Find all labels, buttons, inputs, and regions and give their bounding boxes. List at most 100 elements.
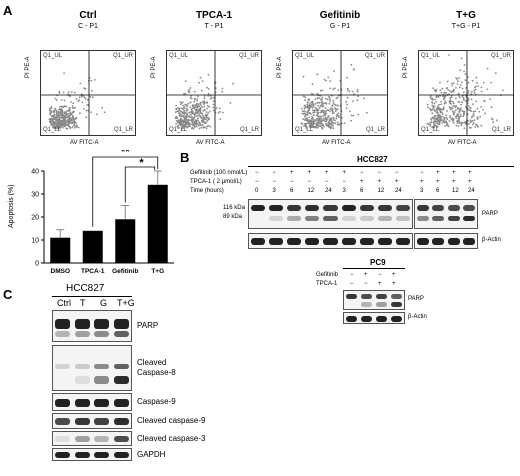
blot-band — [74, 452, 90, 458]
blot-band — [323, 216, 338, 221]
blot-band — [74, 418, 90, 425]
panel-c-blot-6 — [52, 448, 132, 461]
flow-plot-subtitle: C - P1 — [78, 23, 98, 30]
time-value: 3 — [272, 188, 276, 194]
quadrant-ll-label: Q1_LL — [295, 127, 314, 133]
lane-label-ctrl: Ctrl — [57, 298, 71, 308]
flow-plot-area: Q1_UL Q1_UR Q1_LL Q1_LR — [292, 50, 388, 136]
panel-c-label-6: GAPDH — [137, 449, 166, 459]
flow-x-axis-label: AV FITC-A — [322, 140, 351, 146]
gefitinib-sign: + — [307, 170, 312, 176]
panel-c-blot-2 — [52, 345, 132, 391]
time-value: 3 — [420, 188, 424, 194]
blot-band — [377, 238, 392, 245]
blot-band — [113, 364, 129, 369]
time-value: 24 — [325, 188, 332, 194]
blot-band — [74, 364, 90, 369]
blot-band — [341, 205, 356, 211]
chart-ylabel: Apoptosis (%) — [8, 184, 15, 228]
tpca1-sign: + — [360, 179, 364, 185]
quadrant-ll-label: Q1_LL — [169, 127, 188, 133]
flow-scatter — [167, 51, 261, 135]
tpca1-sign: − — [325, 179, 329, 185]
blot-band — [345, 316, 358, 322]
flow-y-axis-label: PI PE-A — [151, 56, 157, 78]
gefitinib-sign: − — [377, 170, 382, 176]
quadrant-ur-label: Q1_UR — [112, 53, 133, 59]
lane-label-g: G — [100, 298, 108, 308]
blot-band — [463, 205, 476, 211]
time-value: 6 — [436, 188, 440, 194]
time-value: 6 — [290, 188, 294, 194]
blot-band — [94, 452, 110, 458]
tpca1-sign: + — [452, 179, 456, 185]
blot-band — [416, 205, 429, 211]
hcc827-title-b: HCC827 — [357, 155, 388, 164]
y-tick-label: 10 — [31, 238, 39, 245]
flow-plot-title: Ctrl — [79, 10, 97, 21]
gefitinib-sign: − — [255, 170, 259, 176]
tpca1-sign: − — [342, 179, 347, 185]
blot-band — [113, 319, 129, 329]
significance-label-1: ** — [121, 150, 130, 158]
pc9-tpca1-sign: + — [392, 281, 396, 287]
gefitinib-sign: + — [452, 170, 456, 176]
blot-band — [287, 238, 302, 245]
flow-plot-2: TPCA-1 T - P1 Q1_UL Q1_UR Q1_LL Q1_LR PI PE-A A… — [151, 10, 262, 146]
flow-y-axis-label: PI PE-A — [403, 56, 409, 78]
flow-y-axis-label: PI PE-A — [25, 56, 31, 78]
blot-band — [447, 238, 460, 245]
quadrant-ur-label: Q1_UR — [364, 53, 385, 59]
parp-blot-right — [414, 199, 478, 229]
gefitinib-sign: − — [395, 170, 399, 176]
gefitinib-row-label: Gefitinib (100 nmol/L) — [190, 170, 248, 176]
tpca1-sign: + — [468, 179, 472, 185]
tpca1-sign: + — [436, 179, 440, 185]
blot-band — [359, 238, 374, 245]
blot-band — [269, 205, 284, 211]
bar-tg — [147, 184, 168, 263]
flow-plot-title: Gefitinib — [319, 10, 361, 21]
flow-plot-subtitle: T - P1 — [204, 23, 224, 30]
hcc827-c-rule — [52, 296, 132, 297]
y-tick-label: 0 — [35, 261, 39, 268]
blot-band — [305, 205, 320, 211]
quadrant-lr-label: Q1_LR — [491, 127, 511, 133]
y-tick-label: 20 — [31, 215, 39, 222]
pc9-actin-label: β-Actin — [408, 314, 427, 320]
significance-label-2: * — [139, 157, 144, 169]
flow-plot-title: TPCA-1 — [195, 10, 233, 21]
quadrant-ul-label: Q1_UL — [43, 53, 63, 59]
blot-band — [113, 452, 129, 458]
flow-plot-title: T+G — [456, 10, 476, 21]
pc9-title-rule — [343, 268, 405, 269]
panel-c-label-1: PARP — [137, 321, 159, 330]
blot-band — [375, 294, 388, 299]
tpca1-sign: + — [420, 179, 424, 185]
apoptosis-bar-chart: Apoptosis (%) 0 10 20 30 40 DMSO TPCA-1 Gefitin… — [8, 146, 182, 278]
pc9-tpca1-sign: + — [378, 281, 382, 287]
quadrant-lr-label: Q1_LR — [365, 127, 385, 133]
panel-c-blot-4 — [52, 413, 132, 429]
blot-band — [113, 399, 129, 407]
blot-band — [377, 216, 392, 221]
x-category-label: Gefitinib — [112, 268, 138, 275]
blot-band — [375, 302, 388, 307]
pc9-tpca1-sign: − — [364, 281, 368, 287]
blot-band — [287, 205, 302, 211]
blot-band — [390, 316, 403, 322]
flow-plot-subtitle: T+G - P1 — [451, 23, 481, 30]
quadrant-ul-label: Q1_UL — [169, 53, 189, 59]
gefitinib-sign: − — [360, 170, 364, 176]
time-value: 24 — [395, 188, 402, 194]
x-category-label: T+G — [151, 268, 164, 275]
blot-band — [55, 364, 71, 369]
kda-89-label: 89 kDa — [223, 214, 243, 220]
blot-band — [359, 205, 374, 211]
flow-scatter — [293, 51, 387, 135]
blot-band — [55, 331, 71, 337]
quadrant-lr-label: Q1_LR — [239, 127, 259, 133]
blot-band — [94, 319, 110, 329]
pc9-parp-label: PARP — [408, 296, 424, 302]
